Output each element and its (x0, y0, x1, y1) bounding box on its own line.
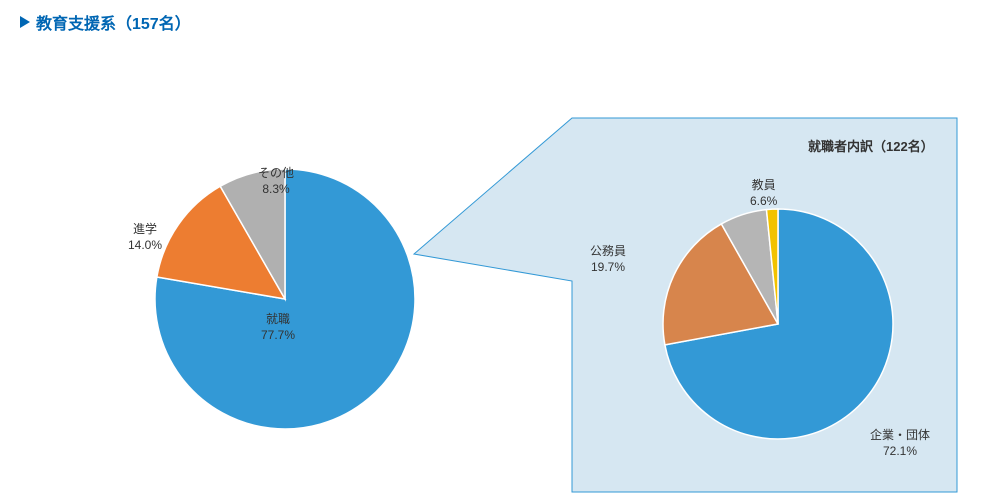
detail-label-name-0: 企業・団体 (870, 428, 930, 444)
main-label-1: 進学14.0% (128, 222, 162, 253)
detail-label-2: 教員6.6% (750, 178, 777, 209)
main-label-name-1: 進学 (128, 222, 162, 238)
main-label-pct-2: 8.3% (258, 182, 294, 198)
detail-pie-chart (661, 207, 895, 441)
main-pie-chart (153, 167, 417, 431)
detail-label-pct-0: 72.1% (870, 444, 930, 460)
detail-label-name-1: 公務員 (590, 244, 626, 260)
chart-container: 就職者内訳（122名） 就職77.7% 進学14.0% その他8.3% 企業・団体72… (20, 34, 967, 494)
main-label-pct-0: 77.7% (261, 328, 295, 344)
section-title: 教育支援系（157名） (36, 10, 191, 34)
detail-label-pct-2: 6.6% (750, 194, 777, 210)
main-label-name-0: 就職 (261, 312, 295, 328)
section-header: 教育支援系（157名） (20, 10, 967, 34)
main-label-0: 就職77.7% (261, 312, 295, 343)
triangle-icon (20, 16, 30, 28)
detail-chart-title: 就職者内訳（122名） (808, 136, 934, 155)
main-label-name-2: その他 (258, 166, 294, 182)
detail-label-pct-1: 19.7% (590, 260, 626, 276)
detail-label-name-2: 教員 (750, 178, 777, 194)
detail-label-1: 公務員19.7% (590, 244, 626, 275)
main-label-pct-1: 14.0% (128, 238, 162, 254)
detail-label-0: 企業・団体72.1% (870, 428, 930, 459)
main-label-2: その他8.3% (258, 166, 294, 197)
